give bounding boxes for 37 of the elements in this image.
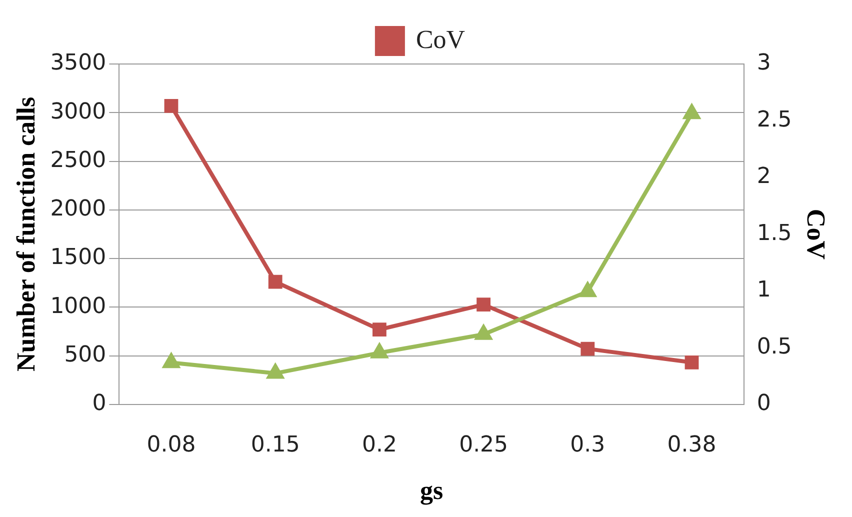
point bbox=[372, 322, 386, 336]
y-tick-label: 0 bbox=[92, 391, 106, 416]
x-tick-label: 0.3 bbox=[570, 432, 606, 458]
legend-label: CoV bbox=[416, 24, 466, 54]
y-tick-label: 1500 bbox=[50, 245, 106, 270]
y2-tick-label: 1.5 bbox=[756, 220, 792, 246]
x-axis-title: gs bbox=[420, 476, 444, 506]
point bbox=[580, 282, 596, 298]
point bbox=[475, 325, 492, 340]
y2-axis-title: CoV bbox=[802, 208, 831, 260]
y-tick-label: 1000 bbox=[50, 294, 106, 319]
y2-tick-label: 1 bbox=[756, 278, 771, 303]
point bbox=[268, 274, 282, 289]
point bbox=[684, 104, 700, 120]
x-tick-label: 0.08 bbox=[146, 432, 196, 458]
y-tick-label: 3000 bbox=[50, 99, 106, 124]
point bbox=[267, 364, 284, 379]
y-tick-label: 2000 bbox=[50, 196, 106, 222]
point bbox=[371, 344, 388, 358]
y-tick-label: 3500 bbox=[50, 50, 106, 76]
y2-tick-label: 2 bbox=[756, 164, 771, 190]
y2-tick-label: 3 bbox=[756, 50, 771, 76]
x-tick-label: 0.38 bbox=[667, 432, 716, 458]
point bbox=[164, 99, 178, 113]
x-tick-label: 0.15 bbox=[250, 432, 300, 458]
point bbox=[684, 355, 699, 370]
x-tick-label: 0.25 bbox=[459, 432, 508, 458]
y-axis-title: Number of function calls bbox=[11, 96, 40, 372]
point bbox=[163, 354, 180, 368]
x-tick-label: 0.2 bbox=[362, 432, 397, 458]
y2-tick-label: 2.5 bbox=[756, 107, 792, 132]
y2-tick-label: 0 bbox=[756, 391, 771, 416]
point bbox=[476, 298, 491, 312]
y-tick-label: 500 bbox=[64, 342, 106, 368]
y2-tick-label: 0.5 bbox=[756, 334, 792, 360]
y-tick-label: 2500 bbox=[50, 148, 106, 173]
point bbox=[580, 342, 595, 356]
